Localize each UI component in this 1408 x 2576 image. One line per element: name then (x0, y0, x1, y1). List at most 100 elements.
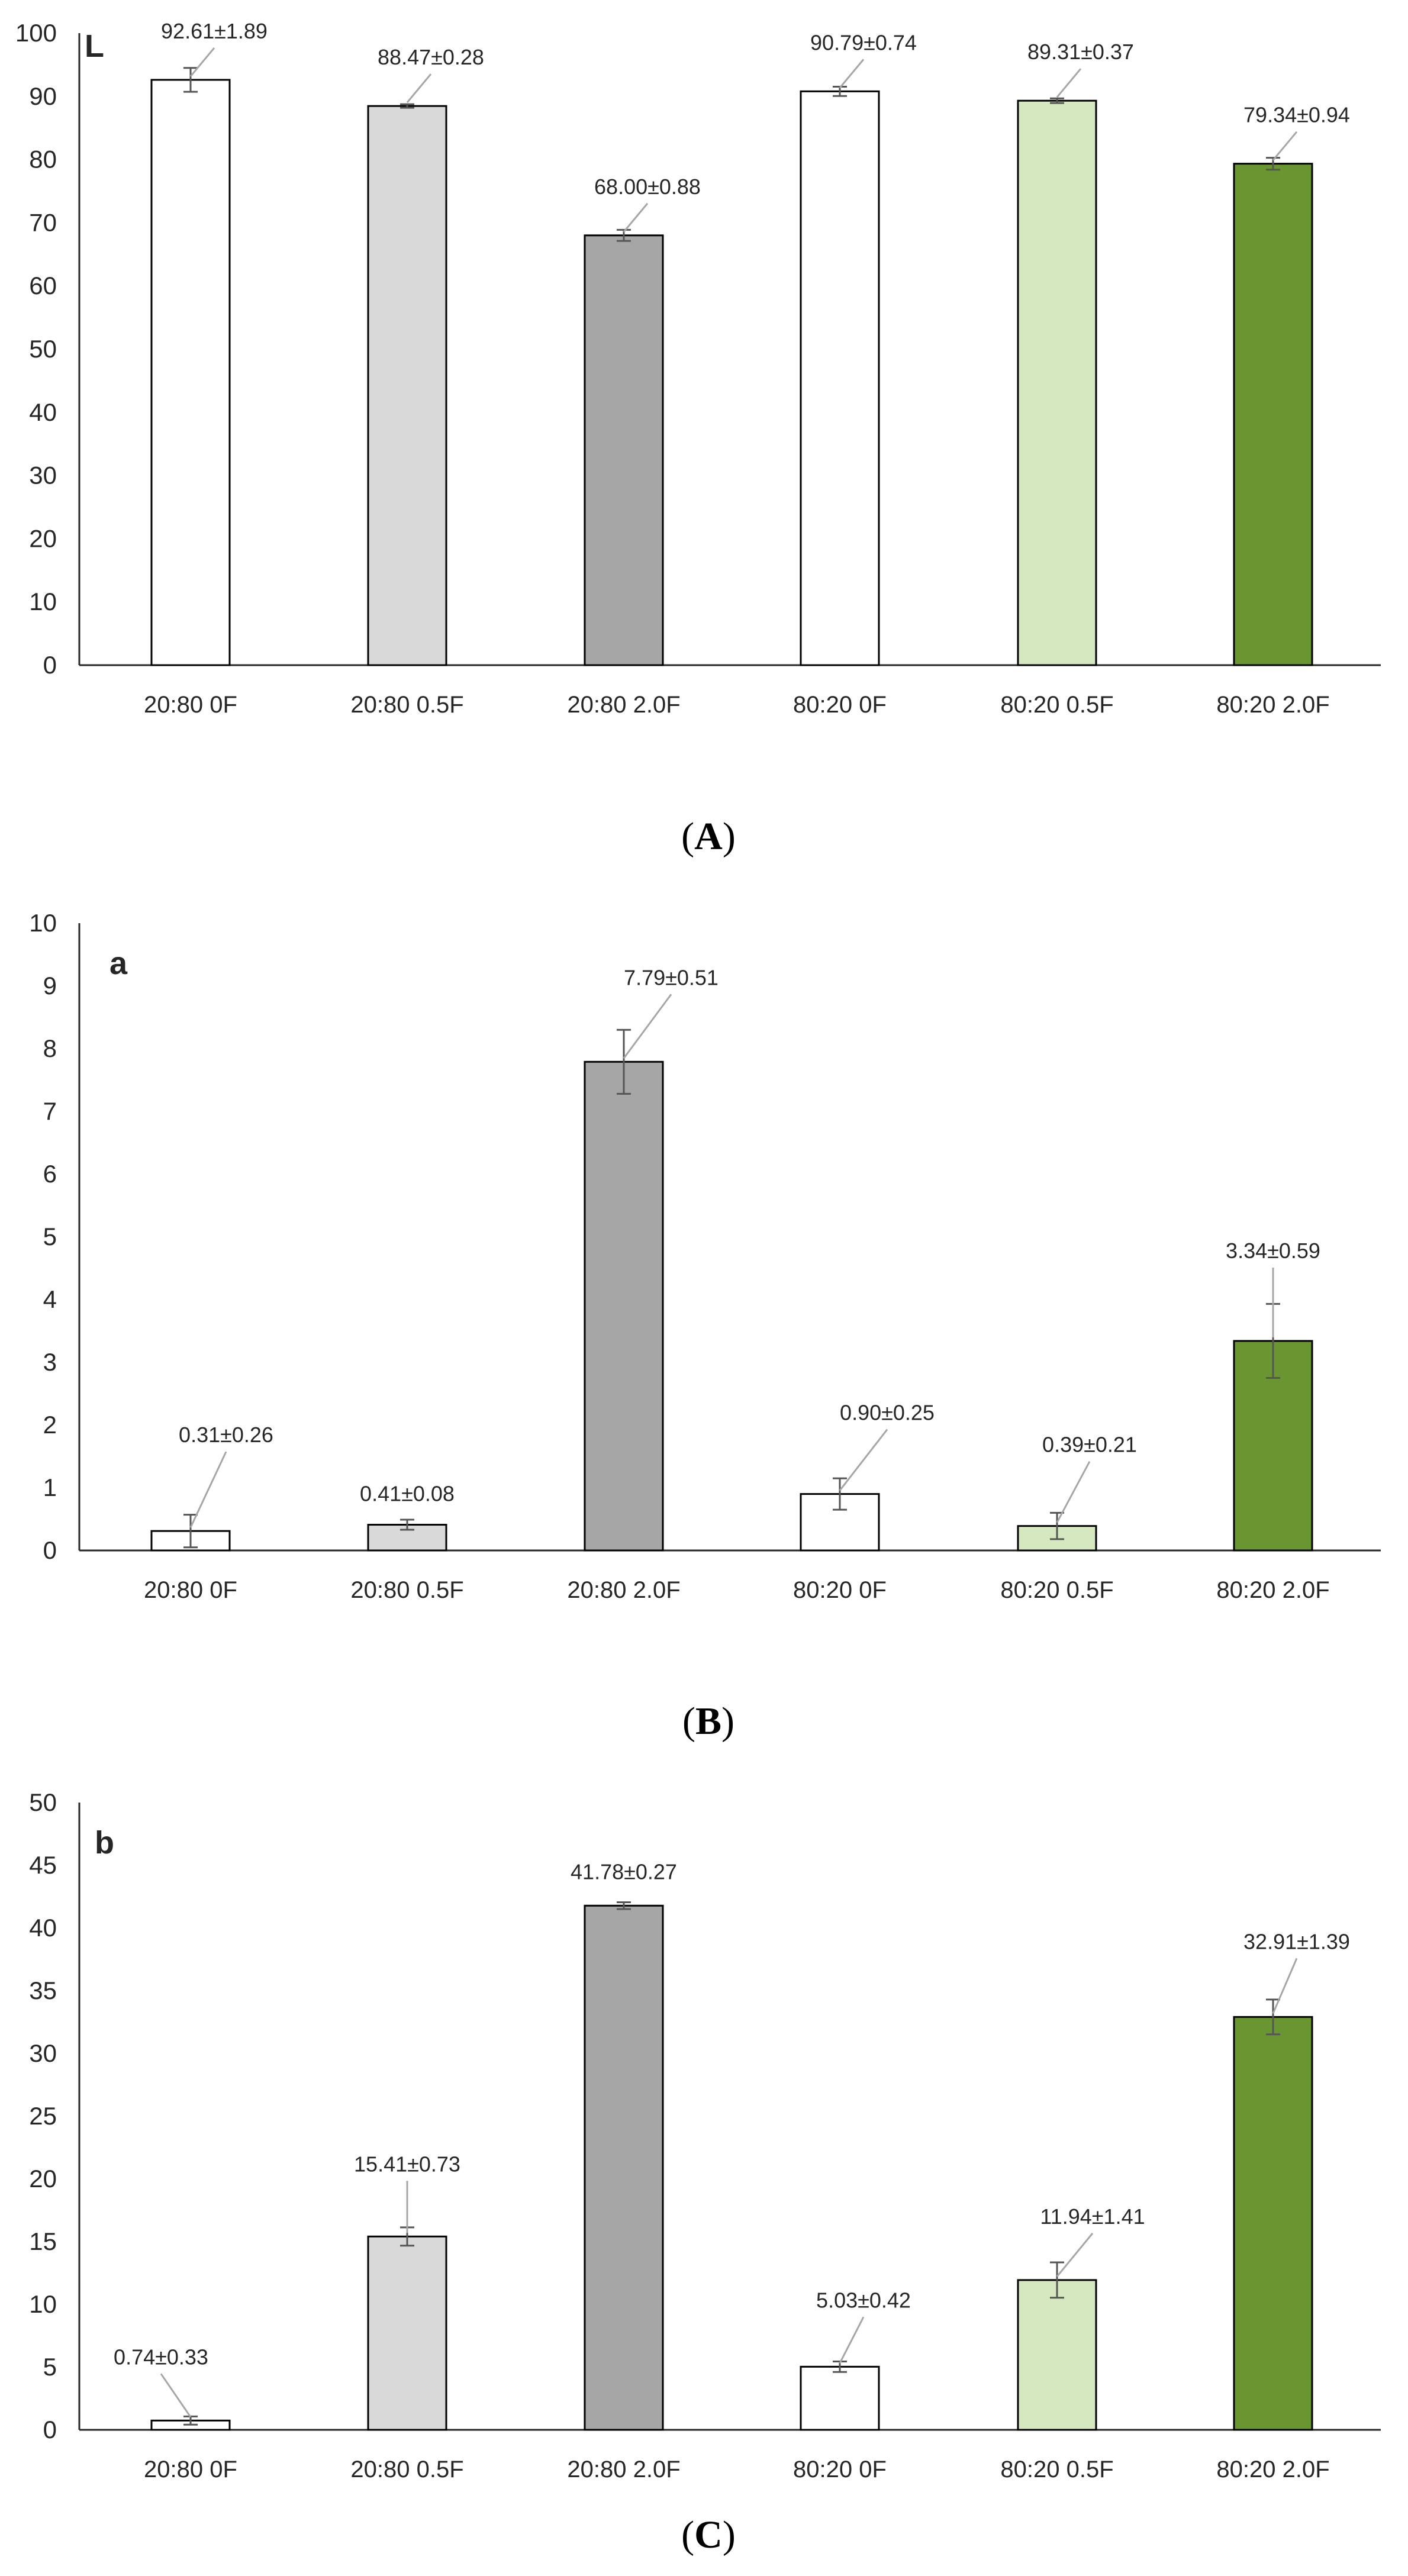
caption-close: ) (723, 815, 736, 858)
data-label: 0.41±0.08 (360, 1482, 455, 1506)
y-tick-label: 3 (43, 1348, 57, 1376)
error-bar (1050, 97, 1064, 104)
caption-open: ( (681, 2513, 694, 2556)
bar (1233, 163, 1313, 666)
data-label-leader (1056, 2232, 1094, 2277)
data-label: 7.79±0.51 (624, 965, 719, 989)
y-tick-label: 0 (43, 2416, 57, 2443)
caption-open: ( (681, 815, 694, 858)
x-tick-label: 80:20 0F (793, 1577, 887, 1603)
y-tick-label: 40 (29, 398, 57, 426)
data-label-leader (189, 47, 215, 77)
error-bar (617, 1901, 631, 1910)
bar (1233, 2016, 1313, 2431)
bar (150, 79, 231, 666)
error-bar (833, 1477, 847, 1511)
data-label: 0.31±0.26 (179, 1423, 273, 1447)
data-label-leader (406, 73, 432, 104)
chart-panel-c: 0 5 10 15 20 25 30 35 40 45 50 b 0.74±0.33 20:80 0F 15… (29, 1788, 1381, 2556)
x-tick-label: 20:80 0F (144, 2456, 237, 2482)
figure-caption: (C) (681, 2513, 736, 2556)
data-label: 32.91±1.39 (1243, 1929, 1350, 1953)
y-tick-label: 30 (29, 2039, 57, 2067)
y-tick-label: 50 (29, 1788, 57, 1816)
data-label: 88.47±0.28 (378, 45, 484, 69)
data-label: 79.34±0.94 (1243, 103, 1350, 127)
bar (367, 105, 447, 666)
data-label-leader (839, 2316, 865, 2364)
data-label: 3.34±0.59 (1226, 1239, 1320, 1263)
error-bar (1266, 1998, 1280, 2036)
y-tick-label: 90 (29, 82, 57, 110)
y-tick-label: 8 (43, 1034, 57, 1062)
x-tick-label: 20:80 0.5F (350, 1577, 463, 1603)
y-tick-label: 30 (29, 462, 57, 489)
bar (800, 2365, 880, 2431)
data-label: 0.90±0.25 (840, 1401, 935, 1425)
x-tick-label: 20:80 0F (144, 692, 237, 718)
panel-label: a (109, 946, 128, 981)
bar (584, 1904, 664, 2431)
panel-label: b (95, 1825, 114, 1861)
x-tick-label: 80:20 2.0F (1216, 2456, 1329, 2482)
data-label: 15.41±0.73 (354, 2152, 460, 2176)
caption-close: ) (723, 2513, 736, 2556)
x-tick-label: 80:20 0F (793, 692, 887, 718)
y-tick-label: 7 (43, 1097, 57, 1125)
data-label: 89.31±0.37 (1027, 40, 1134, 64)
y-tick-label: 25 (29, 2102, 57, 2130)
figure-caption: (B) (682, 1700, 734, 1743)
y-tick-label: 10 (29, 588, 57, 615)
error-bar (400, 103, 414, 109)
y-tick-label: 6 (43, 1160, 57, 1188)
y-tick-label: 40 (29, 1914, 57, 1942)
y-tick-label: 9 (43, 972, 57, 1000)
x-tick-label: 80:20 2.0F (1216, 692, 1329, 718)
data-label: 0.74±0.33 (114, 2345, 208, 2369)
figure-caption: (A) (681, 815, 736, 858)
data-label-leader (623, 202, 649, 233)
y-tick-label: 4 (43, 1285, 57, 1313)
bar (800, 90, 880, 666)
bar (1017, 2279, 1097, 2431)
bar (584, 1060, 664, 1552)
caption-letter: C (694, 2513, 723, 2556)
y-tick-label: 10 (29, 2290, 57, 2318)
data-label-leader (839, 59, 865, 89)
x-tick-label: 20:80 2.0F (567, 2456, 680, 2482)
data-label: 90.79±0.74 (810, 30, 917, 54)
x-tick-label: 80:20 0F (793, 2456, 887, 2482)
x-tick-label: 20:80 2.0F (567, 1577, 680, 1603)
x-tick-label: 20:80 0.5F (350, 692, 463, 718)
chart-panel-b: 0 1 2 3 4 5 6 7 8 9 10 a 0.31±0.26 20:80 0F 0.41±0.08 2… (29, 909, 1381, 1743)
data-label: 92.61±1.89 (161, 19, 268, 43)
x-tick-label: 20:80 2.0F (567, 692, 680, 718)
data-label-leader (160, 2373, 192, 2418)
data-label: 41.78±0.27 (571, 1859, 677, 1884)
data-label-leader (1056, 1461, 1091, 1523)
error-bar (183, 1514, 198, 1549)
data-label-leader (623, 994, 672, 1059)
error-bar (1050, 2261, 1064, 2299)
y-tick-label: 20 (29, 524, 57, 552)
data-label: 68.00±0.88 (594, 175, 701, 199)
y-tick-label: 35 (29, 1977, 57, 2004)
error-bar (617, 1029, 631, 1095)
y-tick-label: 20 (29, 2165, 57, 2193)
data-label: 0.39±0.21 (1042, 1433, 1137, 1457)
data-label: 5.03±0.42 (816, 2288, 911, 2312)
x-tick-label: 20:80 0.5F (350, 2456, 463, 2482)
data-label-leader (1272, 1958, 1298, 2014)
y-tick-label: 80 (29, 146, 57, 173)
y-tick-label: 100 (15, 19, 57, 47)
x-tick-label: 80:20 0.5F (1000, 692, 1113, 718)
data-label-leader (189, 1451, 227, 1528)
y-tick-label: 50 (29, 335, 57, 363)
y-tick-label: 70 (29, 208, 57, 236)
y-tick-label: 5 (43, 1223, 57, 1250)
chart-panel-a: 0 10 20 30 40 50 60 70 80 90 100 L 92.61±1.89 20:80 0… (15, 19, 1381, 858)
y-tick-label: 2 (43, 1411, 57, 1439)
error-bar (400, 1518, 414, 1531)
